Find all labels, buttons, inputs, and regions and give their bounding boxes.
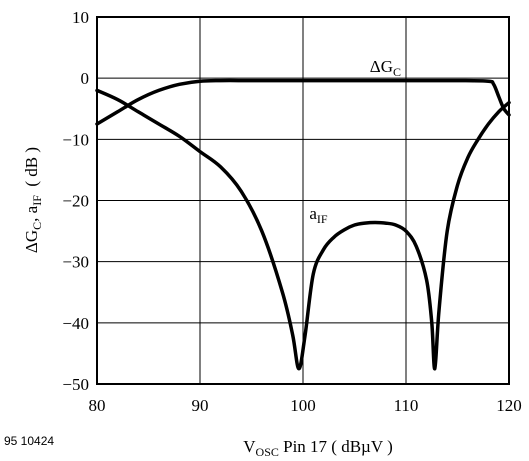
series-line-a-if (95, 88, 511, 371)
x-tick-label: 100 (290, 396, 316, 415)
figure-id: 95 10424 (4, 434, 54, 448)
y-tick-label: 0 (81, 69, 90, 88)
grid-lines (97, 17, 509, 384)
y-axis-title: ΔGC, aIF ( dB ) (22, 147, 44, 253)
x-tick-label: 110 (394, 396, 419, 415)
y-tick-label: −20 (62, 192, 89, 211)
x-tick-label: 120 (496, 396, 522, 415)
y-tick-label: −50 (62, 375, 89, 394)
plot-frame (96, 16, 510, 385)
series-labels: ΔGC aIF (309, 57, 401, 226)
series-label-a-if: aIF (309, 204, 328, 226)
series-lines (95, 78, 511, 371)
x-tick-label: 90 (192, 396, 209, 415)
x-tick-label: 80 (89, 396, 106, 415)
y-tick-label: −40 (62, 314, 89, 333)
y-tick-label: 10 (72, 8, 89, 27)
series-line-delta-gc (95, 78, 511, 126)
y-tick-label: −10 (62, 130, 89, 149)
series-label-delta-gc: ΔGC (370, 57, 401, 79)
x-axis-title: VOSC Pin 17 ( dBµV ) (243, 437, 392, 459)
y-tick-label: −30 (62, 253, 89, 272)
